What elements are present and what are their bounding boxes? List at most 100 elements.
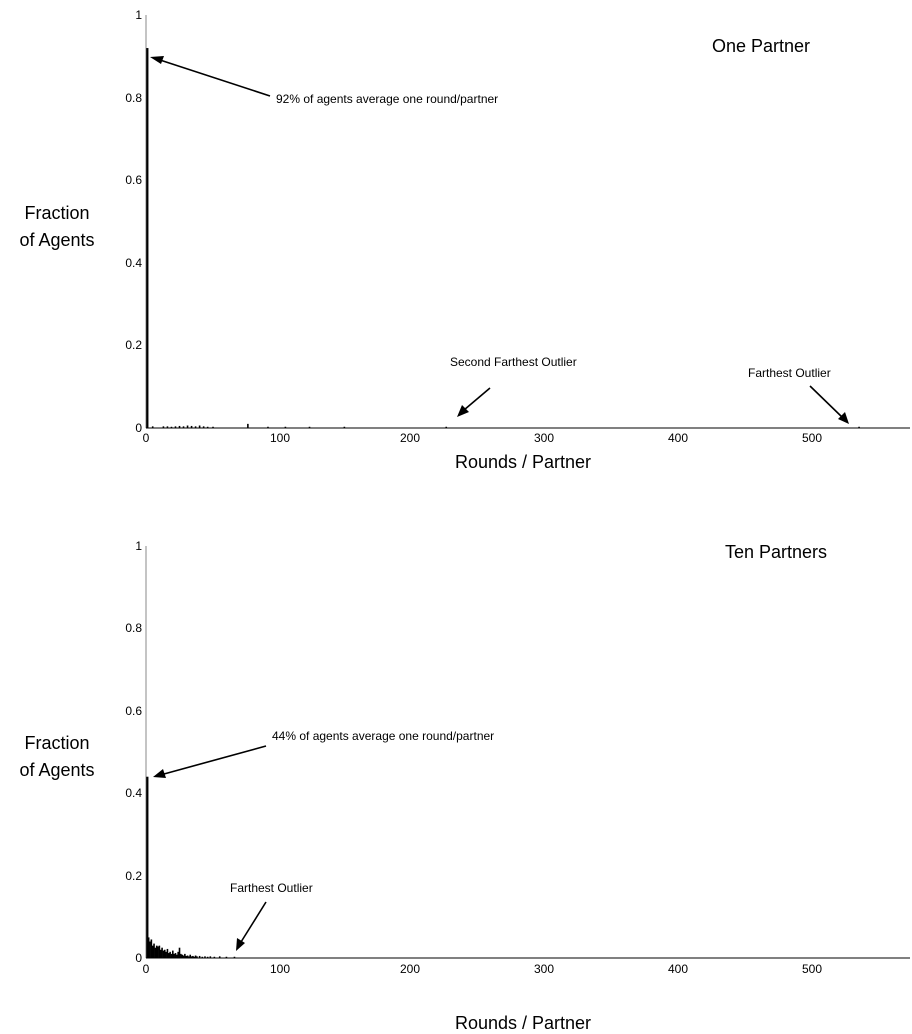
bar <box>218 956 221 958</box>
y-tick-label: 0 <box>135 421 142 435</box>
y-axis-label-line1: Fraction <box>24 203 89 223</box>
bar <box>209 956 212 958</box>
bar <box>181 954 183 958</box>
bar <box>162 426 165 428</box>
bar <box>158 945 161 958</box>
bar <box>267 426 269 428</box>
arrow-head <box>150 56 164 64</box>
bar <box>167 953 170 958</box>
x-tick-label: 500 <box>802 962 822 976</box>
chart-one-partner: 0 0.2 0.4 0.6 0.8 1 0 100 200 300 400 50… <box>19 8 910 472</box>
annotation-arrow <box>159 59 271 97</box>
bar <box>186 425 189 428</box>
bars <box>146 776 236 958</box>
x-tick-label: 400 <box>668 962 688 976</box>
bar <box>174 426 177 428</box>
x-tick-label: 200 <box>400 431 420 445</box>
bar <box>192 955 194 958</box>
annotation-label: Farthest Outlier <box>748 366 831 380</box>
bar <box>343 426 346 428</box>
y-tick-label: 0.8 <box>125 91 142 105</box>
bar <box>182 955 185 958</box>
bar <box>206 426 209 428</box>
x-tick-labels: 0 100 200 300 400 500 <box>143 962 823 976</box>
y-tick-label: 0.2 <box>125 338 142 352</box>
bar <box>161 947 163 958</box>
bar <box>176 954 178 958</box>
bar <box>206 956 209 958</box>
bar <box>186 955 189 958</box>
annotation-farthest-outlier: Farthest Outlier <box>230 881 313 951</box>
y-tick-label: 0.4 <box>125 256 142 270</box>
bar <box>178 947 181 958</box>
y-tick-label: 0.4 <box>125 786 142 800</box>
x-tick-label: 500 <box>802 431 822 445</box>
bar <box>858 426 860 428</box>
bar <box>157 946 159 958</box>
x-tick-label: 0 <box>143 962 150 976</box>
bar <box>166 426 169 428</box>
chart-title: Ten Partners <box>725 542 827 562</box>
bar <box>169 951 171 958</box>
annotation-label: Farthest Outlier <box>230 881 313 895</box>
annotation-label: 92% of agents average one round/partner <box>276 92 498 106</box>
y-tick-label: 0.2 <box>125 869 142 883</box>
x-tick-label: 100 <box>270 431 290 445</box>
annotation-arrow <box>163 745 267 775</box>
bar <box>213 956 216 958</box>
bar <box>190 425 193 428</box>
bar <box>225 956 228 958</box>
bar <box>212 426 214 428</box>
x-tick-label: 400 <box>668 431 688 445</box>
x-tick-label: 300 <box>534 962 554 976</box>
annotation-farthest-outlier: Farthest Outlier <box>748 366 849 424</box>
bar <box>151 945 154 958</box>
x-tick-label: 200 <box>400 962 420 976</box>
bar <box>178 425 181 428</box>
annotation-label: 44% of agents average one round/partner <box>272 729 494 743</box>
bar <box>177 951 179 958</box>
bar <box>154 947 157 958</box>
bar <box>155 945 158 958</box>
arrow-head <box>153 769 166 778</box>
bar <box>204 956 206 958</box>
bar <box>170 953 173 958</box>
bar <box>188 956 190 958</box>
bar <box>159 949 162 958</box>
annotation-arrow <box>809 385 844 419</box>
x-tick-label: 100 <box>270 962 290 976</box>
y-tick-label: 1 <box>135 539 142 553</box>
bar <box>163 949 166 958</box>
bar <box>194 955 197 958</box>
bar <box>151 426 154 428</box>
bar <box>193 956 196 958</box>
bar <box>150 939 153 958</box>
bar <box>189 954 192 958</box>
annotation-peak: 44% of agents average one round/partner <box>153 729 494 778</box>
x-axis-label: Rounds / Partner <box>455 1013 591 1033</box>
annotation-peak: 92% of agents average one round/partner <box>150 56 498 106</box>
bar <box>247 423 249 428</box>
bar <box>308 426 311 428</box>
y-tick-label: 0 <box>135 951 142 965</box>
arrow-head <box>838 412 849 424</box>
y-axis-label-line1: Fraction <box>24 733 89 753</box>
bar <box>170 426 173 428</box>
x-tick-labels: 0 100 200 300 400 500 <box>143 431 823 445</box>
y-tick-labels: 0 0.2 0.4 0.6 0.8 1 <box>125 8 142 435</box>
y-tick-label: 0.8 <box>125 621 142 635</box>
bar <box>146 776 149 958</box>
bar <box>172 950 174 958</box>
bar <box>180 953 182 958</box>
bar <box>198 425 201 428</box>
bar <box>174 953 177 958</box>
annotation-label: Second Farthest Outlier <box>450 355 577 369</box>
y-tick-label: 0.6 <box>125 704 142 718</box>
annotation-arrow <box>463 387 491 411</box>
bar <box>233 956 236 958</box>
y-axis-label-line2: of Agents <box>19 760 94 780</box>
chart-title: One Partner <box>712 36 810 56</box>
bar <box>284 426 287 428</box>
bar <box>445 426 448 428</box>
arrow-head <box>236 938 245 951</box>
